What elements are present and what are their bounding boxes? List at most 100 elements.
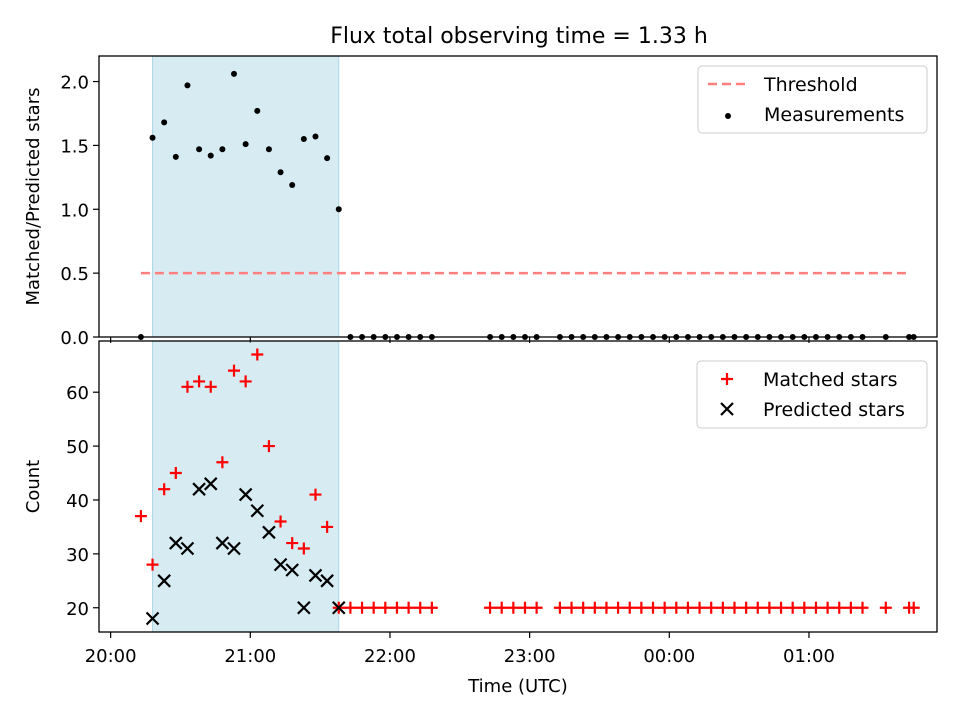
measurement-point	[335, 206, 342, 213]
legend-measurement-swatch	[725, 113, 731, 119]
matched-star-point	[565, 601, 578, 614]
y-tick-label: 40	[66, 491, 89, 512]
matched-star-point	[356, 601, 369, 614]
x-tick-label: 00:00	[643, 646, 695, 667]
measurement-point	[184, 82, 191, 89]
measurement-point	[161, 119, 168, 126]
matched-star-point	[705, 601, 718, 614]
matched-star-point	[530, 601, 543, 614]
matched-star-point	[379, 601, 392, 614]
y-tick-label: 20	[66, 599, 89, 620]
predicted-star-point	[308, 568, 323, 583]
y-tick-label: 2.0	[60, 73, 89, 94]
y-tick-label: 0.0	[60, 328, 89, 349]
predicted-star-point	[180, 541, 195, 556]
predicted-star-point	[215, 536, 230, 550]
matched-star-point	[402, 601, 415, 614]
legend-label: Threshold	[763, 74, 858, 96]
x-axis-label: Time (UTC)	[467, 676, 568, 697]
measurement-point	[265, 146, 272, 153]
legend-box	[697, 65, 928, 134]
predicted-star-point	[273, 557, 288, 572]
predicted-star-point	[145, 611, 160, 626]
y-axis-label: Matched/Predicted stars	[23, 88, 44, 306]
predicted-star-point	[238, 487, 253, 502]
series-matched-stars	[134, 348, 920, 614]
matched-star-point	[693, 601, 706, 614]
matched-star-point	[728, 601, 741, 614]
axes-frame	[98, 55, 938, 338]
matched-star-point	[553, 601, 566, 614]
predicted-star-point	[320, 574, 334, 588]
matched-star-point	[228, 364, 241, 377]
matched-star-point	[809, 601, 822, 614]
matched-star-point	[588, 601, 601, 614]
y-tick-label: 30	[66, 545, 89, 566]
matched-star-point	[484, 601, 497, 614]
matched-star-point	[716, 601, 729, 614]
matched-star-point	[181, 380, 194, 393]
matched-star-point	[600, 601, 613, 614]
matched-star-point	[286, 537, 299, 550]
matched-star-point	[763, 601, 776, 614]
predicted-star-point	[331, 600, 346, 615]
matched-star-point	[193, 375, 206, 388]
predicted-star-point	[169, 536, 183, 550]
matched-star-point	[344, 601, 357, 614]
matched-star-point	[425, 601, 438, 614]
matched-star-point	[856, 601, 869, 614]
matched-star-point	[647, 601, 660, 614]
matched-star-point	[158, 483, 171, 496]
bottom-panel: 20 30 40 50 60 20:00 21:00 22:00 23:00 00:00 01:00…	[23, 340, 938, 697]
legend-label: Matched stars	[763, 369, 897, 391]
measurement-point	[300, 136, 307, 143]
measurement-point	[172, 153, 179, 160]
measurement-point	[149, 134, 156, 141]
y-tick-label: 50	[66, 437, 89, 458]
predicted-star-point	[297, 600, 311, 615]
measurement-point	[219, 146, 226, 153]
matched-star-point	[495, 601, 508, 614]
measurement-point	[324, 155, 331, 162]
y-tick-label: 60	[66, 383, 89, 404]
predicted-star-point	[250, 503, 265, 518]
x-tick-label: 23:00	[504, 646, 556, 667]
matched-star-point	[775, 601, 788, 614]
matched-star-point	[844, 601, 857, 614]
y-tick-label: 0.5	[60, 264, 89, 285]
matched-star-point	[833, 601, 846, 614]
legend-matched-swatch	[721, 373, 733, 385]
predicted-star-point	[203, 477, 218, 491]
matched-star-point	[321, 520, 334, 533]
matched-star-point	[390, 601, 403, 614]
measurement-point	[196, 146, 203, 153]
legend: Threshold Measurements	[697, 65, 928, 134]
predicted-star-point	[262, 525, 276, 540]
matched-star-point	[623, 601, 636, 614]
matched-star-point	[821, 601, 834, 614]
series-predicted-stars	[145, 477, 346, 626]
observing-window-band	[152, 55, 340, 338]
matched-star-point	[751, 601, 764, 614]
matched-star-point	[414, 601, 427, 614]
matched-star-point	[169, 467, 182, 480]
matched-star-point	[786, 601, 799, 614]
x-tick-label: 21:00	[224, 646, 276, 667]
matched-star-point	[670, 601, 683, 614]
legend-label: Measurements	[764, 104, 904, 126]
matched-star-point	[507, 601, 520, 614]
matched-star-point	[740, 601, 753, 614]
matched-star-point	[216, 456, 229, 469]
legend-label: Predicted stars	[763, 399, 905, 421]
legend-predicted-swatch	[720, 402, 734, 416]
y-tick-label: 1.5	[60, 136, 89, 157]
matched-star-point	[134, 510, 147, 523]
figure-title: Flux total observing time = 1.33 h	[330, 24, 708, 49]
matched-star-point	[658, 601, 671, 614]
matched-star-point	[262, 440, 275, 453]
matched-star-point	[251, 348, 264, 361]
predicted-star-point	[157, 574, 171, 588]
matched-star-point	[309, 488, 322, 501]
axes-frame	[98, 340, 938, 633]
